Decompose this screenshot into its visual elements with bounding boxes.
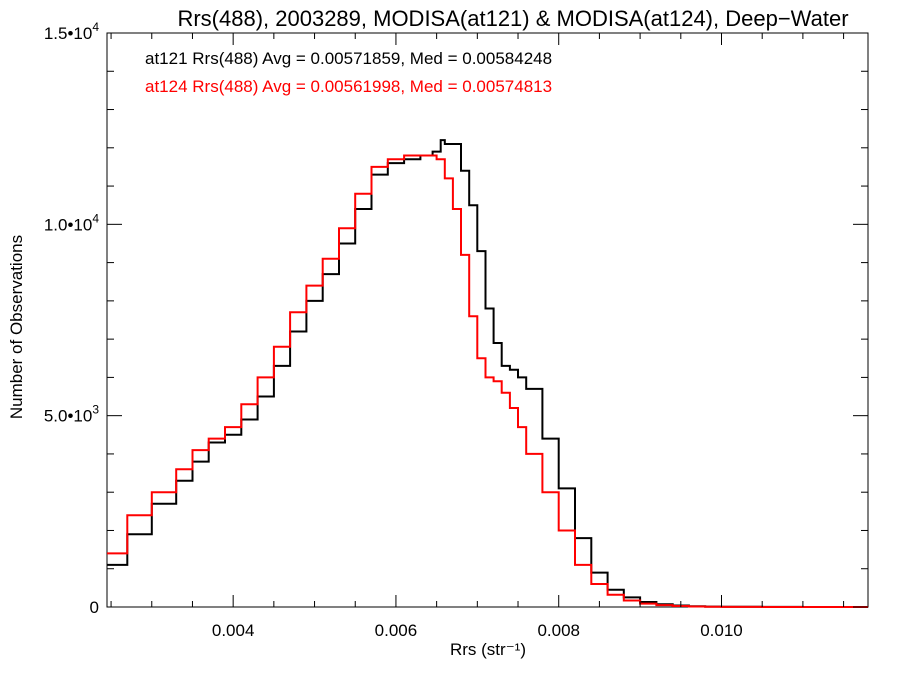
x-axis-label: Rrs (str⁻¹) [450, 640, 526, 659]
x-tick-label: 0.008 [537, 621, 580, 640]
y-axis-label: Number of Observations [7, 235, 26, 419]
y-tick-label: 1.0•104 [44, 211, 100, 234]
series-line-at124 [107, 154, 868, 608]
y-tick-label: 0 [90, 598, 99, 617]
plot-border [106, 32, 869, 608]
x-tick-label: 0.010 [700, 621, 743, 640]
x-tick-label: 0.004 [212, 621, 255, 640]
legend-entry-at124: at124 Rrs(488) Avg = 0.00561998, Med = 0… [145, 77, 552, 96]
ticks-layer: 0.004 0.006 0.008 0.010 0 5.0•103 1.0•104 1.5•1… [44, 20, 868, 640]
plot-area [106, 32, 869, 608]
y-tick-label: 5.0•103 [44, 403, 100, 426]
y-tick-label: 1.5•104 [44, 20, 100, 43]
legend-entry-at121: at121 Rrs(488) Avg = 0.00571859, Med = 0… [145, 49, 552, 68]
x-tick-label: 0.006 [375, 621, 418, 640]
chart-title: Rrs(488), 2003289, MODISA(at121) & MODIS… [177, 6, 848, 31]
series-layer [107, 139, 868, 608]
series-line-at121 [107, 139, 868, 608]
